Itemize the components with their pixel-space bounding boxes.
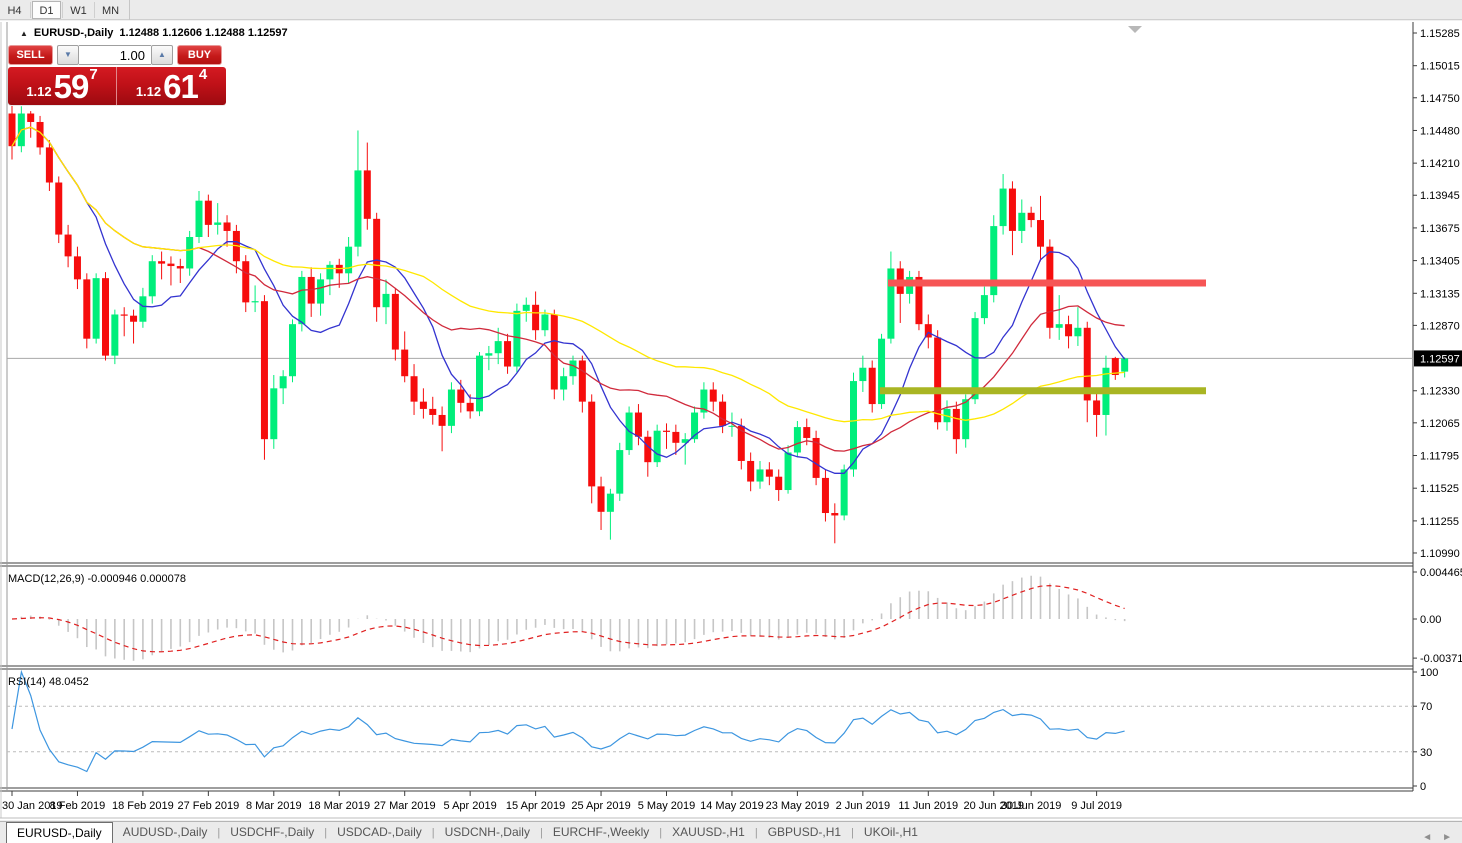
rsi-indicator-label: RSI(14) 48.0452 xyxy=(8,676,89,688)
svg-text:27 Mar 2019: 27 Mar 2019 xyxy=(374,800,436,812)
chart-tab-ukoil-h1[interactable]: UKOil-,H1 xyxy=(863,825,918,839)
chart-tab-usdchf-daily[interactable]: USDCHF-,Daily xyxy=(230,825,315,839)
svg-text:1.13675: 1.13675 xyxy=(1420,223,1460,235)
timeframe-button-w1[interactable]: W1 xyxy=(70,4,87,17)
svg-text:5 Apr 2019: 5 Apr 2019 xyxy=(444,800,497,812)
svg-text:0.004465: 0.004465 xyxy=(1420,567,1462,579)
svg-text:2 Jun 2019: 2 Jun 2019 xyxy=(836,800,890,812)
svg-text:30 Jun 2019: 30 Jun 2019 xyxy=(1001,800,1062,812)
svg-text:70: 70 xyxy=(1420,701,1432,713)
svg-text:1.11795: 1.11795 xyxy=(1420,451,1459,463)
svg-text:100: 100 xyxy=(1420,667,1438,679)
macd-indicator-label: MACD(12,26,9) -0.000946 0.000078 xyxy=(8,573,186,585)
svg-text:18 Feb 2019: 18 Feb 2019 xyxy=(112,800,174,812)
volume-increase-button[interactable]: ▲ xyxy=(151,45,173,65)
svg-text:1.11525: 1.11525 xyxy=(1420,483,1459,495)
ohlc-readout: 1.12488 1.12606 1.12488 1.12597 xyxy=(119,27,288,39)
svg-text:27 Feb 2019: 27 Feb 2019 xyxy=(177,800,239,812)
svg-text:30 Jan 2019: 30 Jan 2019 xyxy=(2,800,63,812)
toolbar-group-divider xyxy=(129,0,130,20)
toolbar-separator xyxy=(94,1,95,18)
rsi-pane-divider[interactable] xyxy=(0,664,1413,669)
tab-separator: | xyxy=(539,827,543,839)
timeframe-button-d1[interactable]: D1 xyxy=(32,0,61,19)
chart-tab-usdcad-daily[interactable]: USDCAD-,Daily xyxy=(337,825,422,839)
svg-text:14 May 2019: 14 May 2019 xyxy=(700,800,764,812)
one-click-trading-panel: SELL ▼ ▲ BUY 1.12 59 7 1.12 61 4 xyxy=(8,45,226,127)
tab-separator: | xyxy=(324,827,328,839)
chart-tab-audusd-daily[interactable]: AUDUSD-,Daily xyxy=(122,825,208,839)
chart-canvas[interactable]: 1.15285 1.15015 1.14750 1.14480 1.14210 1.139… xyxy=(0,21,1462,821)
svg-text:1.14480: 1.14480 xyxy=(1420,125,1460,137)
svg-text:1.13135: 1.13135 xyxy=(1420,288,1460,300)
chart-tab-eurchf-weekly[interactable]: EURCHF-,Weekly xyxy=(552,825,650,839)
buy-price-prefix: 1.12 xyxy=(135,84,162,99)
buy-price-point: 4 xyxy=(198,67,208,83)
symbol-name: EURUSD-,Daily xyxy=(33,27,114,39)
svg-text:0: 0 xyxy=(1420,781,1426,793)
svg-text:1.12597: 1.12597 xyxy=(1420,353,1460,365)
chart-tab-bar: EURUSD-,Daily AUDUSD-,Daily | USDCHF-,Daily… xyxy=(0,821,1462,843)
svg-text:1.15015: 1.15015 xyxy=(1420,61,1460,73)
svg-text:1.14750: 1.14750 xyxy=(1420,93,1460,105)
volume-decrease-button[interactable]: ▼ xyxy=(57,45,79,65)
chart-tab-usdcnh-daily[interactable]: USDCNH-,Daily xyxy=(444,825,530,839)
collapse-panel-icon[interactable]: ▲ xyxy=(20,28,28,38)
buy-price-quote[interactable]: 1.12 61 4 xyxy=(117,67,226,105)
toolbar-separator xyxy=(30,1,31,18)
svg-text:23 May 2019: 23 May 2019 xyxy=(766,800,830,812)
volume-input[interactable] xyxy=(79,45,151,65)
tab-scroll-left-icon[interactable]: ◄ xyxy=(1422,832,1433,843)
sell-button[interactable]: SELL xyxy=(8,45,53,65)
sell-price-pips: 59 xyxy=(53,68,90,105)
svg-text:30: 30 xyxy=(1420,747,1432,759)
timeframe-button-mn[interactable]: MN xyxy=(101,4,120,17)
svg-text:-0.0037155: -0.0037155 xyxy=(1420,653,1462,665)
chart-tab-eurusd-daily[interactable]: EURUSD-,Daily xyxy=(6,822,113,843)
svg-text:20 Jun 2019: 20 Jun 2019 xyxy=(963,800,1024,812)
sell-price-quote[interactable]: 1.12 59 7 xyxy=(8,67,117,105)
sell-price-prefix: 1.12 xyxy=(26,84,52,99)
tab-separator: | xyxy=(754,827,758,839)
buy-price-pips: 61 xyxy=(163,68,199,105)
buy-button[interactable]: BUY xyxy=(177,45,222,65)
chart-tab-xauusd-h1[interactable]: XAUUSD-,H1 xyxy=(672,825,745,839)
svg-text:8 Mar 2019: 8 Mar 2019 xyxy=(246,800,302,812)
svg-text:11 Jun 2019: 11 Jun 2019 xyxy=(898,800,958,812)
chart-title: ▲ EURUSD-,Daily 1.12488 1.12606 1.12488 … xyxy=(20,27,288,39)
svg-text:25 Apr 2019: 25 Apr 2019 xyxy=(571,800,630,812)
tab-separator: | xyxy=(659,827,663,839)
svg-text:1.12065: 1.12065 xyxy=(1420,418,1460,430)
svg-text:1.13405: 1.13405 xyxy=(1420,256,1460,268)
svg-text:9 Jul 2019: 9 Jul 2019 xyxy=(1071,800,1122,812)
svg-text:1.14210: 1.14210 xyxy=(1420,158,1460,170)
sell-price-point: 7 xyxy=(89,67,98,83)
svg-text:1.15285: 1.15285 xyxy=(1420,28,1460,40)
svg-text:1.12870: 1.12870 xyxy=(1420,320,1460,332)
tab-separator: | xyxy=(217,827,221,839)
svg-text:8 Feb 2019: 8 Feb 2019 xyxy=(50,800,106,812)
tab-scroll-right-icon[interactable]: ► xyxy=(1442,832,1452,843)
tab-separator: | xyxy=(431,827,435,839)
svg-text:5 May 2019: 5 May 2019 xyxy=(638,800,695,812)
svg-text:0.00: 0.00 xyxy=(1420,614,1441,626)
svg-text:1.10990: 1.10990 xyxy=(1420,548,1460,560)
svg-text:1.11255: 1.11255 xyxy=(1420,516,1459,528)
svg-text:1.12330: 1.12330 xyxy=(1420,386,1460,398)
tab-separator: | xyxy=(851,827,854,839)
chart-tab-gbpusd-h1[interactable]: GBPUSD-,H1 xyxy=(767,825,842,839)
svg-text:15 Apr 2019: 15 Apr 2019 xyxy=(506,800,565,812)
timeframe-button-h4[interactable]: H4 xyxy=(7,4,22,17)
toolbar-separator xyxy=(62,1,63,18)
macd-pane-divider[interactable] xyxy=(0,561,1413,566)
svg-text:1.13945: 1.13945 xyxy=(1420,190,1460,202)
chart-window: 1.15285 1.15015 1.14750 1.14480 1.14210 1.139… xyxy=(0,21,1462,820)
svg-text:18 Mar 2019: 18 Mar 2019 xyxy=(308,800,370,812)
timeframe-toolbar: H4 D1 W1 MN xyxy=(0,0,1462,20)
